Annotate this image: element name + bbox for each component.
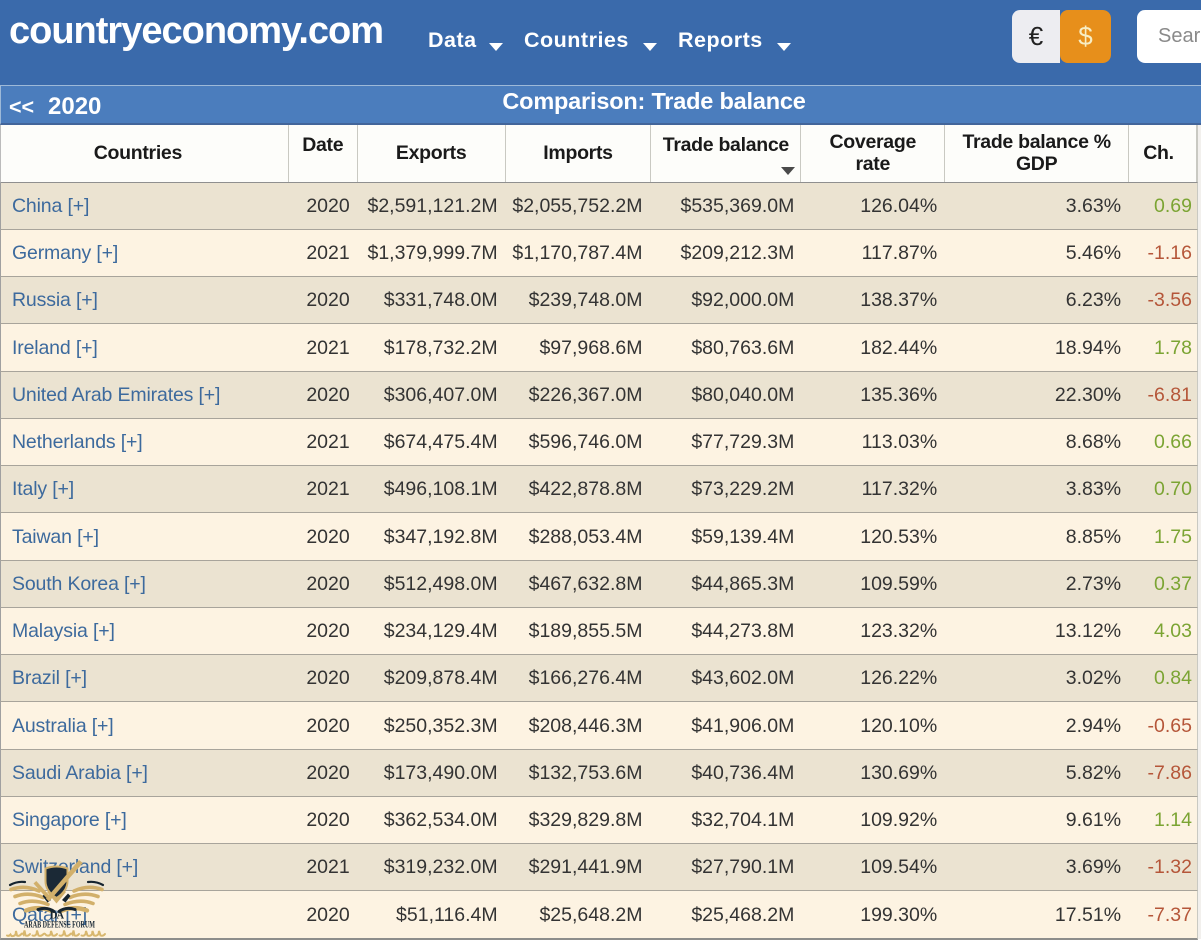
svg-text:DA: DA [50,911,65,922]
svg-text:ARAB DEFENSE FORUM: ARAB DEFENSE FORUM [24,920,95,930]
